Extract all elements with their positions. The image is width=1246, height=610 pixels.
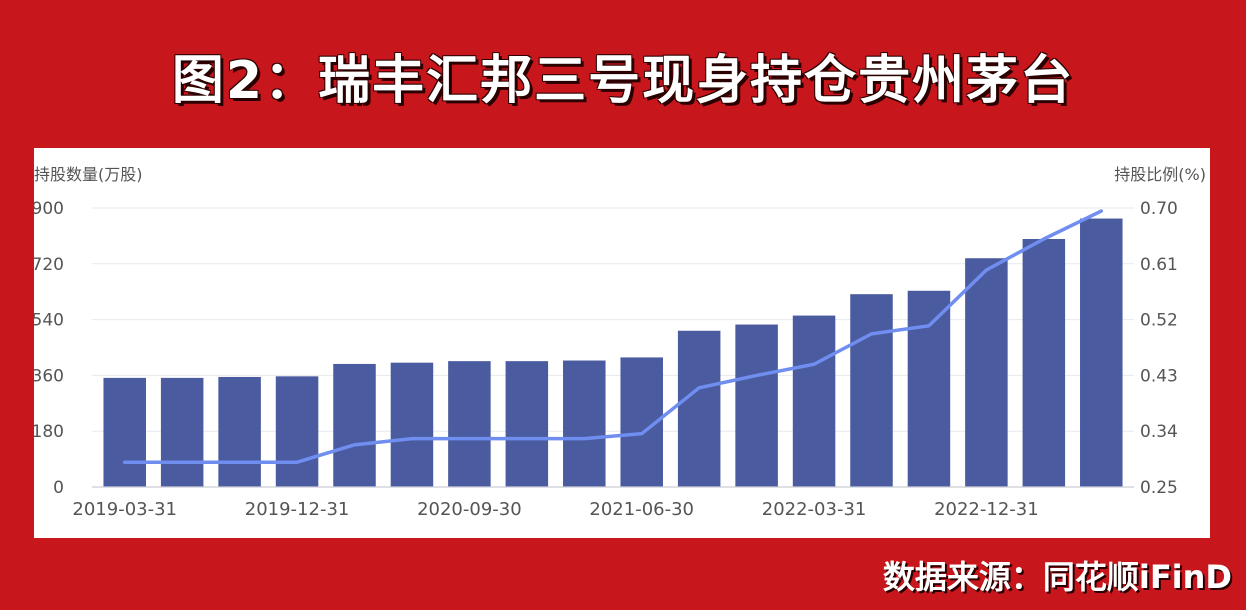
- bar: [505, 361, 549, 487]
- y2-tick-label: 0.25: [1140, 478, 1178, 498]
- line-layer: [122, 209, 1104, 464]
- bar: [792, 315, 836, 487]
- bar: [448, 361, 491, 487]
- x-tick-label: 2022-12-31: [934, 499, 1039, 520]
- grid-layer: [92, 207, 1134, 432]
- y2-tick-label: 0.61: [1140, 255, 1178, 275]
- bar: [160, 377, 204, 487]
- bar: [1080, 218, 1123, 487]
- bar: [218, 376, 261, 487]
- y2-tick-label: 0.70: [1140, 199, 1178, 219]
- bar: [563, 360, 606, 487]
- y-tick-label: 540: [34, 311, 64, 331]
- bar: [333, 363, 376, 487]
- y2-tick-label: 0.52: [1140, 311, 1178, 331]
- chart-title: 图2：瑞丰汇邦三号现身持仓贵州茅台: [171, 50, 1075, 111]
- bar: [907, 290, 951, 487]
- y-axis-label: 持股数量(万股): [34, 165, 143, 184]
- title-banner: 图2：瑞丰汇邦三号现身持仓贵州茅台: [8, 8, 1238, 142]
- bar: [1022, 239, 1066, 487]
- y-tick-label: 900: [34, 199, 64, 219]
- y-tick-label: 360: [34, 366, 64, 386]
- y-tick-label: 0: [53, 478, 64, 498]
- bar: [735, 324, 778, 487]
- axis-layer: 0 0.25 180 0.34 360 0.43 540 0.52 720 0.61 900 0.70…: [34, 199, 1178, 520]
- bar-layer: [103, 218, 1123, 487]
- bar: [850, 294, 893, 487]
- x-tick-label: 2022-03-31: [762, 499, 867, 520]
- y-tick-label: 720: [34, 255, 64, 275]
- source-note: 数据来源：同花顺iFinD: [882, 558, 1232, 596]
- bar: [275, 376, 319, 487]
- y2-tick-label: 0.34: [1140, 422, 1178, 442]
- y-tick-label: 180: [34, 422, 64, 442]
- bar: [677, 330, 721, 487]
- combo-chart: 0 0.25 180 0.34 360 0.43 540 0.52 720 0.61 900 0.70…: [34, 165, 1206, 520]
- x-tick-label: 2020-09-30: [417, 499, 522, 520]
- y2-tick-label: 0.43: [1140, 366, 1178, 386]
- bar: [965, 258, 1008, 487]
- bar: [103, 377, 146, 487]
- ratio-line: [122, 209, 1104, 464]
- y2-axis-label: 持股比例(%): [1114, 165, 1206, 184]
- bar: [390, 362, 434, 487]
- x-tick-label: 2019-12-31: [245, 499, 350, 520]
- x-tick-label: 2021-06-30: [589, 499, 694, 520]
- footer-bar: 数据来源：同花顺iFinD: [0, 542, 1246, 606]
- x-tick-label: 2019-03-31: [72, 499, 177, 520]
- chart-panel: 0 0.25 180 0.34 360 0.43 540 0.52 720 0.61 900 0.70…: [34, 148, 1210, 538]
